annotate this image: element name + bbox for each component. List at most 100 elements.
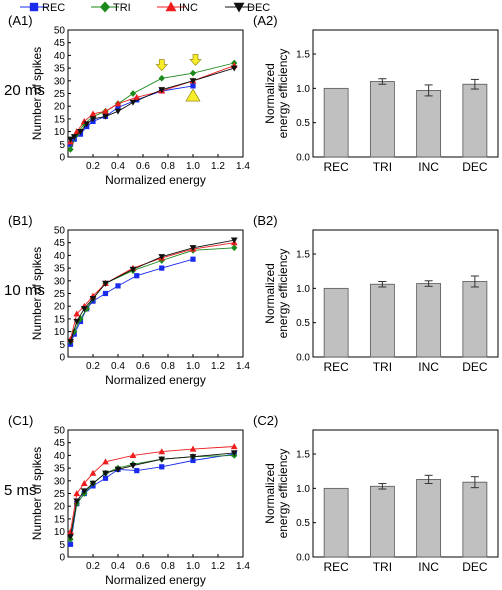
data-point <box>77 129 84 135</box>
y-tick-label: 0 <box>59 353 65 364</box>
panel-label: (C1) <box>8 413 33 428</box>
data-point <box>89 469 97 476</box>
data-point <box>89 480 97 487</box>
panel-c2: (C2) 0.0 0.5 1.0 1.5 Normalizedenergy efficie… <box>253 413 499 574</box>
legend-label: DEC <box>247 2 270 14</box>
panel-b2: (B2) 0.0 0.5 1.0 1.5 Normalizedenergy efficie… <box>253 213 499 374</box>
bar <box>416 479 442 558</box>
y-axis-label-line: energy efficiency <box>276 249 290 339</box>
y-tick-label: 20 <box>54 302 66 313</box>
y-tick-label: 35 <box>54 64 66 75</box>
bar-dec <box>462 78 488 158</box>
data-point <box>114 100 122 107</box>
x-tick-label: 0.6 <box>136 161 150 172</box>
x-tick-label: 0.6 <box>136 561 150 572</box>
y-axis-label: Number of spikes <box>30 247 44 340</box>
y-tick-label: 0 <box>59 553 65 564</box>
data-point <box>67 146 74 153</box>
legend-item-dec: DEC <box>225 2 270 14</box>
y-axis-label: Normalizedenergy efficiency <box>263 249 290 339</box>
annotation-arrow <box>155 59 168 72</box>
bar-inc <box>416 474 442 558</box>
data-point <box>230 65 238 72</box>
legend-marker <box>233 2 245 13</box>
y-axis-label: Number of spikes <box>30 447 44 540</box>
data-point <box>89 116 97 123</box>
x-tick-label: DEC <box>462 160 488 174</box>
y-tick-label: 0.5 <box>296 518 310 529</box>
series-inc <box>67 239 238 342</box>
data-point <box>190 457 196 464</box>
data-point <box>158 74 165 82</box>
bar-inc <box>416 280 442 358</box>
y-tick-label: 20 <box>54 502 66 513</box>
x-tick-label: REC <box>323 560 349 574</box>
data-point <box>80 479 88 486</box>
legend-item-inc: INC <box>157 1 198 14</box>
y-axis-label-line: Normalized <box>263 263 277 324</box>
data-point <box>115 104 121 111</box>
series-line <box>70 242 235 340</box>
y-axis-label: Normalizedenergy efficiency <box>263 449 290 539</box>
series-line <box>70 453 235 545</box>
data-point <box>67 534 74 541</box>
legend-label: REC <box>42 2 65 14</box>
row-label: 20 ms <box>4 82 45 99</box>
data-point <box>73 490 81 497</box>
x-tick-label: REC <box>323 160 349 174</box>
data-point <box>102 107 109 114</box>
bar-tri <box>369 78 395 158</box>
y-tick-label: 0.0 <box>296 553 310 564</box>
y-axis-label-line: Normalized <box>263 463 277 524</box>
series-dec <box>67 65 238 143</box>
y-tick-label: 0 <box>59 153 65 164</box>
x-tick-label: 1.4 <box>236 161 250 172</box>
bar-tri <box>369 483 395 558</box>
data-point <box>189 78 197 85</box>
series-dec <box>67 450 238 541</box>
legend-label: INC <box>179 2 198 14</box>
bar-rec <box>323 287 349 358</box>
bar <box>462 281 488 358</box>
plot-frame <box>67 429 244 558</box>
legend-marker <box>165 1 177 12</box>
y-tick-label: 45 <box>54 38 66 49</box>
data-point <box>159 265 165 271</box>
bar-rec <box>323 487 349 558</box>
series-rec <box>67 451 237 547</box>
data-point <box>189 454 197 461</box>
data-point <box>83 121 91 128</box>
x-tick-label: 0.8 <box>161 561 175 572</box>
y-tick-label: 0.5 <box>296 318 310 329</box>
x-tick-label: INC <box>418 160 439 174</box>
data-point <box>129 266 137 273</box>
legend-label: TRI <box>113 2 131 14</box>
data-point <box>80 488 88 495</box>
legend-marker <box>29 2 39 12</box>
plot-frame <box>312 229 499 358</box>
series-line <box>70 65 235 143</box>
legend-marker <box>99 1 111 13</box>
y-axis-label-line: energy efficiency <box>276 49 290 139</box>
series-inc <box>67 443 238 535</box>
panel-label: (C2) <box>253 413 278 428</box>
data-point <box>115 283 121 289</box>
panel-a2: (A2) 0.0 0.5 1.0 1.5 Normalizedenergy efficie… <box>253 13 499 174</box>
bar <box>416 90 442 158</box>
y-tick-label: 15 <box>54 314 66 325</box>
bar <box>462 83 488 158</box>
bar <box>323 87 349 158</box>
bar-rec <box>323 87 349 158</box>
panel-label: (A1) <box>8 13 33 28</box>
data-point <box>134 468 140 474</box>
y-tick-label: 50 <box>54 426 66 437</box>
bar-dec <box>462 476 488 558</box>
data-point <box>159 464 165 470</box>
bar-tri <box>369 280 395 358</box>
bar <box>369 283 395 358</box>
x-axis-label: Normalized energy <box>105 173 206 187</box>
y-axis-label-line: Normalized <box>263 63 277 124</box>
data-point <box>158 456 166 463</box>
bar-inc <box>416 84 442 158</box>
x-axis-label: Normalized energy <box>105 573 206 587</box>
